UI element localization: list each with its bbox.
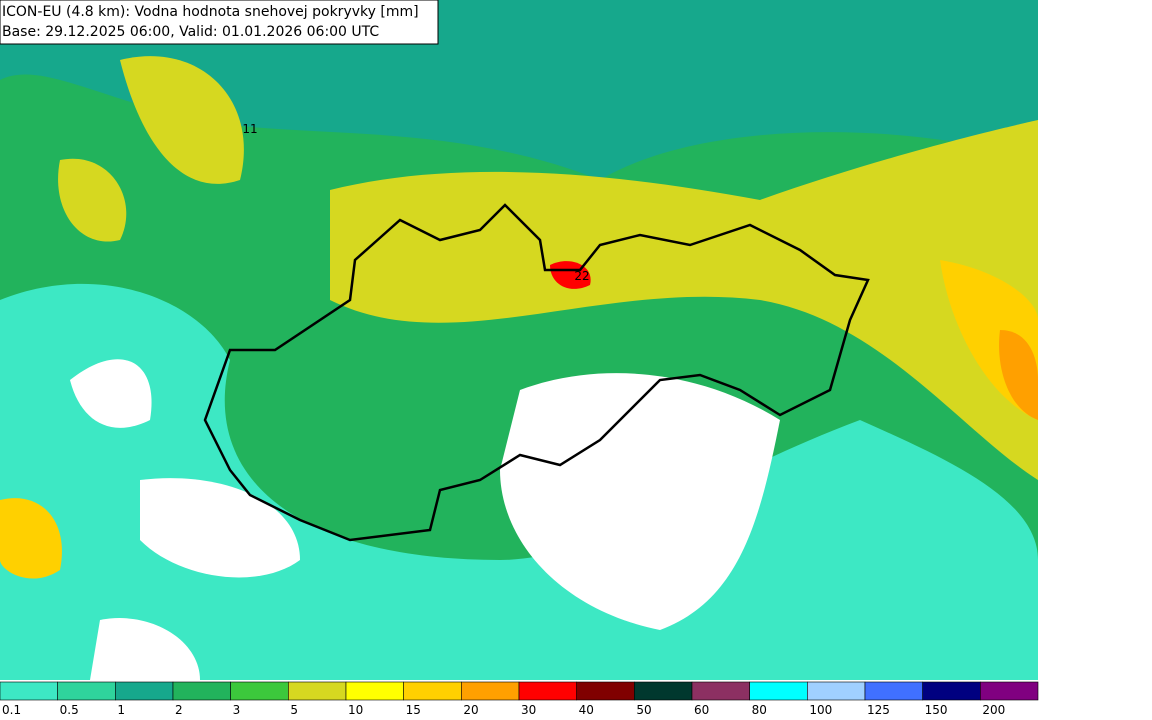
legend-label: 150: [925, 703, 948, 717]
snow-fields: [0, 0, 1038, 680]
legend-swatch: [0, 681, 58, 701]
legend-swatch: [518, 681, 577, 701]
legend-label: 100: [809, 703, 832, 717]
subtitle: Base: 29.12.2025 06:00, Valid: 01.01.202…: [2, 24, 379, 40]
legend-swatch: [634, 681, 693, 701]
legend-label: 1: [117, 703, 125, 717]
legend-label: 80: [752, 703, 767, 717]
legend-swatch: [172, 681, 231, 701]
legend-swatch: [345, 681, 404, 701]
legend-swatch: [403, 681, 462, 701]
legend-label: 2: [175, 703, 183, 717]
legend-swatch: [461, 681, 520, 701]
country-border: [203, 203, 870, 542]
legend-swatch: [115, 681, 174, 701]
legend-swatch: [691, 681, 750, 701]
legend-swatch: [288, 681, 347, 701]
legend-swatch: [980, 681, 1039, 701]
legend-label: 15: [406, 703, 421, 717]
legend: 0.1 0.5 1 2 3 5 10 15 20 30 40 50 60 80 100 125 150 200: [0, 681, 1039, 717]
legend-swatch: [807, 681, 866, 701]
legend-label: 20: [463, 703, 478, 717]
legend-label: 0.5: [60, 703, 79, 717]
legend-swatch: [576, 681, 635, 701]
legend-label: 50: [636, 703, 651, 717]
legend-label: 60: [694, 703, 709, 717]
legend-label: 125: [867, 703, 890, 717]
legend-label: 3: [233, 703, 241, 717]
legend-label: 5: [290, 703, 298, 717]
title: ICON-EU (4.8 km): Vodna hodnota snehovej…: [2, 4, 419, 20]
title-box: [0, 0, 439, 45]
legend-swatch: [230, 681, 289, 701]
legend-label: 40: [579, 703, 594, 717]
legend-label: 10: [348, 703, 363, 717]
legend-label: 30: [521, 703, 536, 717]
map-value-label: 11: [242, 122, 257, 136]
legend-swatch: [864, 681, 923, 701]
map-value-label: 22: [574, 269, 589, 283]
legend-label: 0.1: [2, 703, 21, 717]
legend-swatch: [749, 681, 808, 701]
legend-label: 200: [982, 703, 1005, 717]
legend-swatch: [57, 681, 116, 701]
legend-swatch: [922, 681, 981, 701]
